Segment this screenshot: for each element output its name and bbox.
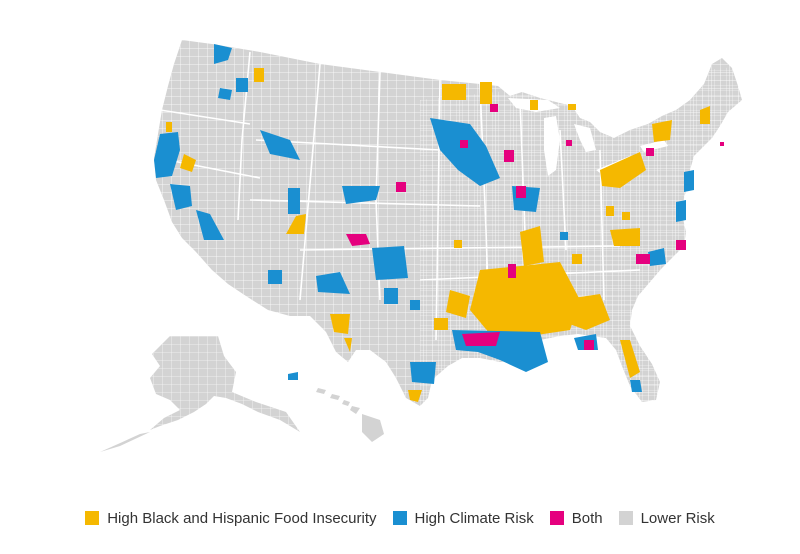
both-risk-regions (346, 104, 724, 350)
hawaii (316, 388, 384, 442)
lake-huron (574, 124, 596, 152)
alaska (100, 336, 300, 452)
legend-label-lower-risk: Lower Risk (640, 509, 715, 527)
legend-swatch-lower-risk (618, 511, 633, 525)
legend-swatch-climate-risk (392, 511, 407, 525)
legend-item-climate-risk: High Climate Risk (392, 509, 534, 527)
legend-item-lower-risk: Lower Risk (618, 509, 715, 527)
legend-swatch-both (549, 511, 564, 525)
legend-item-food-insecurity: High Black and Hispanic Food Insecurity (85, 509, 377, 527)
alaska-climate-region (288, 372, 298, 380)
lake-michigan (544, 116, 560, 176)
map-legend: High Black and Hispanic Food Insecurity … (0, 506, 800, 530)
legend-label-both: Both (571, 509, 603, 527)
legend-item-both: Both (549, 509, 603, 527)
aleutian-islands (100, 432, 150, 452)
legend-swatch-food-insecurity (85, 511, 100, 525)
food-insecurity-regions (166, 68, 710, 402)
legend-label-climate-risk: High Climate Risk (414, 509, 534, 527)
us-county-risk-map (100, 40, 742, 452)
legend-label-food-insecurity: High Black and Hispanic Food Insecurity (107, 509, 377, 527)
